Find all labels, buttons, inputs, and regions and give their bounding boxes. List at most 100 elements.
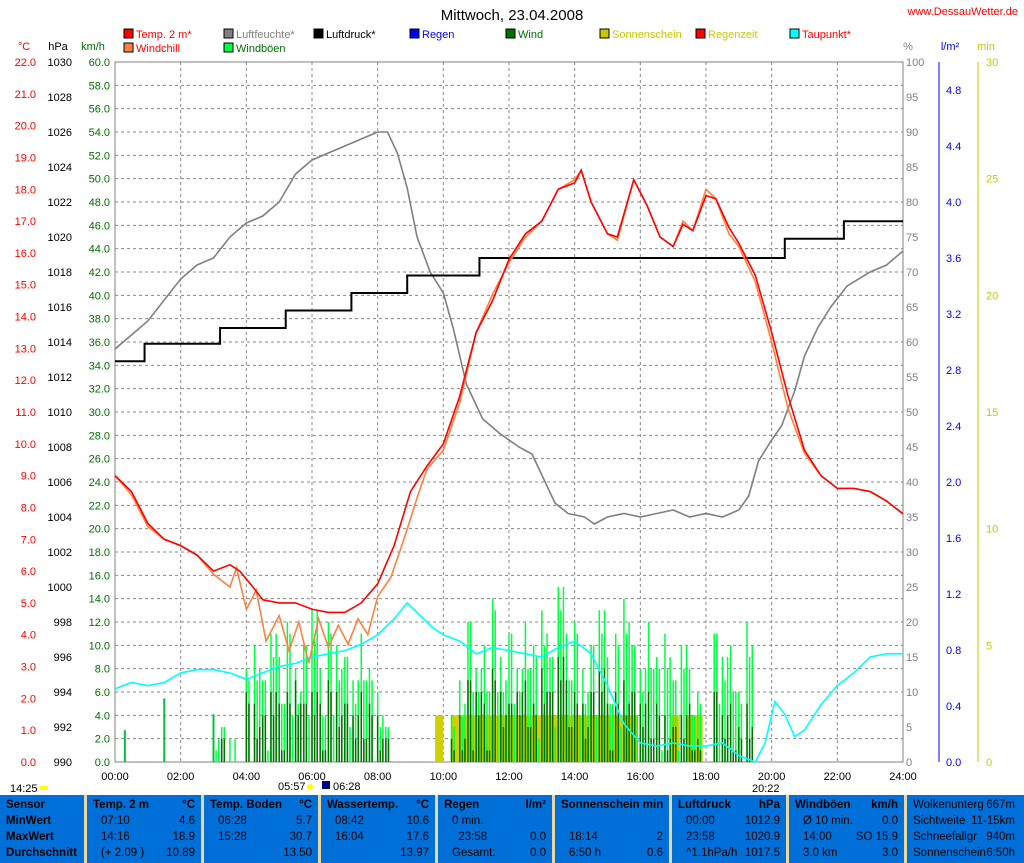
stat-value: 17.6	[406, 831, 429, 843]
y-tick-sun: 0	[986, 757, 992, 769]
stat-label: ^1.1hPa/h	[686, 847, 738, 859]
legend-swatch	[123, 42, 134, 53]
stat-row: 6:50 h 0.6	[561, 845, 663, 861]
moonrise-time: 06:28	[333, 781, 361, 793]
x-tick-label: 24:00	[889, 771, 917, 783]
stat-label: 15:28	[218, 831, 247, 843]
y-tick-wind: 48.0	[89, 197, 110, 209]
stat-row: 08:42 10.6	[327, 813, 429, 829]
y-tick-pressure: 998	[54, 617, 72, 629]
y-tick-wind: 40.0	[89, 290, 110, 302]
y-tick-pressure: 1004	[48, 512, 72, 524]
y-tick-humidity: 35	[906, 512, 918, 524]
stat-row: 18:14 2	[561, 829, 663, 845]
y-tick-wind: 34.0	[89, 360, 110, 372]
legend-label: Windböen	[236, 43, 286, 55]
y-tick-temp: 14.0	[15, 312, 36, 324]
col-header: Luftdruck hPa	[678, 797, 780, 813]
y-tick-wind: 44.0	[89, 244, 110, 256]
col-title: Regen	[444, 799, 480, 811]
y-tick-pressure: 1016	[48, 302, 72, 314]
y-tick-temp: 0.0	[21, 757, 36, 769]
y-tick-rain: 4.0	[946, 197, 961, 209]
y-tick-wind: 28.0	[89, 430, 110, 442]
y-tick-pressure: 992	[54, 722, 72, 734]
y-tick-temp: 17.0	[15, 216, 36, 228]
stat-label: Gesamt:	[452, 847, 496, 859]
stat-row: 14:16 18.9	[93, 829, 195, 845]
col-regen: Regen l/m² 0 min. 23:58 0.0 Gesamt: 0.0	[438, 795, 555, 863]
stat-value: 1017.5	[744, 847, 780, 859]
legend-swatch	[695, 28, 706, 39]
stat-value: 10.89	[166, 847, 195, 859]
y-tick-pressure: 1000	[48, 582, 72, 594]
stat-label: 23:58	[686, 831, 715, 843]
y-tick-temp: 7.0	[21, 534, 36, 546]
axis-unit-rain: l/m²	[941, 41, 960, 53]
legend-label: Regen	[422, 29, 454, 41]
x-tick-label: 00:00	[101, 771, 129, 783]
stat-row: 0 min.	[444, 813, 546, 829]
y-tick-humidity: 60	[906, 337, 918, 349]
axis-unit-sun: min	[977, 41, 995, 53]
y-tick-wind: 60.0	[89, 57, 110, 69]
y-tick-humidity: 70	[906, 267, 918, 279]
stats-table: Sensor MinWert MaxWert Durchschnitt Temp…	[0, 795, 1024, 863]
stat-label: Ø 10 min.	[803, 815, 853, 827]
legend-label: Regenzeit	[708, 29, 758, 41]
y-tick-temp: 6.0	[21, 566, 36, 578]
y-tick-temp: 10.0	[15, 439, 36, 451]
stat-label: 06:28	[218, 815, 247, 827]
info-row: Schneefallgr 940m	[913, 829, 1015, 845]
y-tick-rain: 4.8	[946, 85, 961, 97]
info-label: Wolkenunterg	[913, 799, 984, 811]
y-tick-humidity: 50	[906, 407, 918, 419]
y-tick-humidity: 80	[906, 197, 918, 209]
chart-title: Mittwoch, 23.04.2008	[441, 7, 584, 24]
info-row: Sichtweite 11-15km	[913, 813, 1015, 829]
stat-value: 10.6	[406, 815, 429, 827]
moon-icon	[322, 781, 330, 789]
y-tick-rain: 1.6	[946, 533, 961, 545]
col-header: Temp. 2 m °C	[93, 797, 195, 813]
stat-label: 14:16	[101, 831, 130, 843]
axis-unit-temp: °C	[18, 41, 30, 53]
y-tick-pressure: 1026	[48, 127, 72, 139]
y-tick-temp: 3.0	[21, 662, 36, 674]
y-tick-wind: 42.0	[89, 267, 110, 279]
y-tick-pressure: 996	[54, 652, 72, 664]
stat-label: 08:42	[335, 815, 364, 827]
legend-label: Luftdruck*	[326, 29, 376, 41]
stat-row: Ø 10 min. 0.0	[795, 813, 898, 829]
stat-row: 23:58 1020.9	[678, 829, 780, 845]
y-tick-wind: 24.0	[89, 477, 110, 489]
col-title: Luftdruck	[678, 799, 732, 811]
y-tick-humidity: 25	[906, 582, 918, 594]
y-tick-wind: 26.0	[89, 454, 110, 466]
site-link[interactable]: www.DessauWetter.de	[907, 6, 1018, 18]
col-info: Wolkenunterg 667m Sichtweite 11-15km Schneef…	[907, 795, 1021, 863]
y-tick-rain: 2.4	[946, 421, 961, 433]
legend: Temp. 2 m* Luftfeuchte* Luftdruck* Regen Win…	[123, 28, 852, 55]
y-tick-temp: 18.0	[15, 184, 36, 196]
col-unit: l/m²	[525, 799, 546, 811]
legend-label: Taupunkt*	[802, 29, 852, 41]
plot-area	[114, 131, 904, 764]
legend-swatch	[123, 28, 134, 39]
y-tick-temp: 21.0	[15, 89, 36, 101]
info-label: Sichtweite	[913, 815, 966, 827]
y-tick-humidity: 45	[906, 442, 918, 454]
stat-row: 13.97	[327, 845, 429, 861]
y-tick-sun: 10	[986, 524, 998, 536]
y-tick-wind: 8.0	[95, 664, 110, 676]
col-unit: km/h	[871, 799, 898, 811]
stat-row: 06:28 5.7	[210, 813, 312, 829]
y-tick-pressure: 1022	[48, 197, 72, 209]
y-tick-wind: 22.0	[89, 500, 110, 512]
info-row: Wolkenunterg 667m	[913, 797, 1015, 813]
col-sonne: Sonnenschein min 18:14 2 6:50 h 0.6	[555, 795, 672, 863]
y-tick-pressure: 1018	[48, 267, 72, 279]
stat-value: 4.6	[179, 815, 195, 827]
legend-swatch	[313, 28, 324, 39]
stat-row: ^1.1hPa/h 1017.5	[678, 845, 780, 861]
